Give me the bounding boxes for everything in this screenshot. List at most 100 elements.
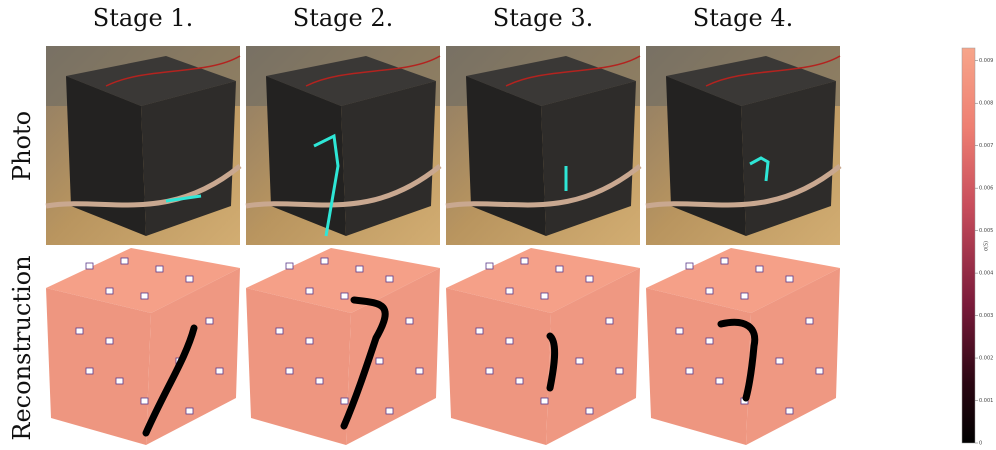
crack-marker <box>749 156 770 182</box>
cube-left <box>466 76 546 236</box>
rec-crack <box>142 324 198 437</box>
column-label: Stage 1. <box>93 4 194 32</box>
sensor <box>85 262 94 270</box>
row-label: Reconstruction <box>8 255 36 440</box>
crack-marker <box>165 194 202 203</box>
sensor <box>815 367 824 375</box>
sensor <box>105 337 114 345</box>
colorbar-tick-label: 0.001 <box>979 398 993 404</box>
colorbar-tick-label: 0.007 <box>979 143 993 149</box>
rec-top <box>446 248 640 313</box>
sensor <box>120 257 129 265</box>
rec-top <box>646 248 840 313</box>
sensor <box>540 397 549 405</box>
colorbar-tick-label: 0.009 <box>979 58 993 64</box>
reconstruction <box>646 248 840 445</box>
cube-right <box>741 81 836 236</box>
rec-right <box>346 268 440 445</box>
sensor <box>685 367 694 375</box>
reconstruction <box>246 248 440 445</box>
wire <box>505 55 641 87</box>
rec-left <box>246 288 351 445</box>
sensor <box>585 275 594 283</box>
sensor <box>575 357 584 365</box>
sensor <box>715 377 724 385</box>
rec-crack <box>717 318 759 402</box>
sensor <box>785 275 794 283</box>
sensor <box>475 327 484 335</box>
sensor <box>755 265 764 273</box>
sensor <box>75 327 84 335</box>
sensor <box>685 262 694 270</box>
wire <box>445 164 642 209</box>
sensor <box>615 367 624 375</box>
colorbar-tick-label: 0.004 <box>979 271 993 277</box>
rec-crack <box>546 332 559 392</box>
reconstruction <box>446 248 640 445</box>
sensor <box>505 287 514 295</box>
colorbar-tick-label: 0.008 <box>979 101 993 107</box>
wire <box>45 164 242 209</box>
sensor <box>605 317 614 325</box>
sensor <box>385 407 394 415</box>
sensor <box>115 377 124 385</box>
sensor <box>185 275 194 283</box>
sensor <box>785 407 794 415</box>
sensor <box>105 287 114 295</box>
colorbar-tick-label: 0.002 <box>979 356 993 362</box>
cube-left <box>66 76 146 236</box>
crack-marker <box>313 133 340 237</box>
sensor <box>275 327 284 335</box>
cube-right <box>341 81 436 236</box>
row-label: Photo <box>8 111 36 181</box>
sensor <box>285 262 294 270</box>
sensor <box>140 397 149 405</box>
rec-crack <box>340 296 389 430</box>
colorbar-tick-label: 0.006 <box>979 186 993 192</box>
sensor <box>555 265 564 273</box>
sensor <box>740 292 749 300</box>
wire <box>645 164 842 209</box>
sensor <box>485 262 494 270</box>
sensor <box>320 257 329 265</box>
cube-left <box>666 76 746 236</box>
cube-left <box>266 76 346 236</box>
sensor <box>675 327 684 335</box>
rec-top <box>246 248 440 313</box>
sensor <box>720 257 729 265</box>
colorbar <box>961 47 976 444</box>
cube-right <box>141 81 236 236</box>
sensor <box>705 337 714 345</box>
sensor <box>305 337 314 345</box>
rec-right <box>746 268 840 445</box>
photo <box>645 46 842 245</box>
sensor <box>585 407 594 415</box>
sensor <box>215 367 224 375</box>
column-label: Stage 2. <box>293 4 394 32</box>
sensor <box>205 317 214 325</box>
sensor <box>185 407 194 415</box>
colorbar-label: σ(S) <box>984 241 990 251</box>
sensor <box>285 367 294 375</box>
sensor <box>385 275 394 283</box>
rec-left <box>446 288 551 445</box>
sensor <box>775 357 784 365</box>
sensor <box>305 287 314 295</box>
wire <box>705 55 841 87</box>
sensor <box>515 377 524 385</box>
colorbar-tick-label: 0.005 <box>979 228 993 234</box>
wire <box>245 164 442 209</box>
colorbar-tick-label: 0 <box>979 441 982 447</box>
column-label: Stage 4. <box>693 4 794 32</box>
sensor <box>155 265 164 273</box>
rec-left <box>646 288 751 445</box>
sensor <box>140 292 149 300</box>
colorbar-tick-label: 0.003 <box>979 313 993 319</box>
sensor <box>340 397 349 405</box>
sensor <box>505 337 514 345</box>
sensor <box>540 292 549 300</box>
rec-top <box>46 248 240 313</box>
reconstruction <box>46 248 240 445</box>
rec-right <box>146 268 240 445</box>
